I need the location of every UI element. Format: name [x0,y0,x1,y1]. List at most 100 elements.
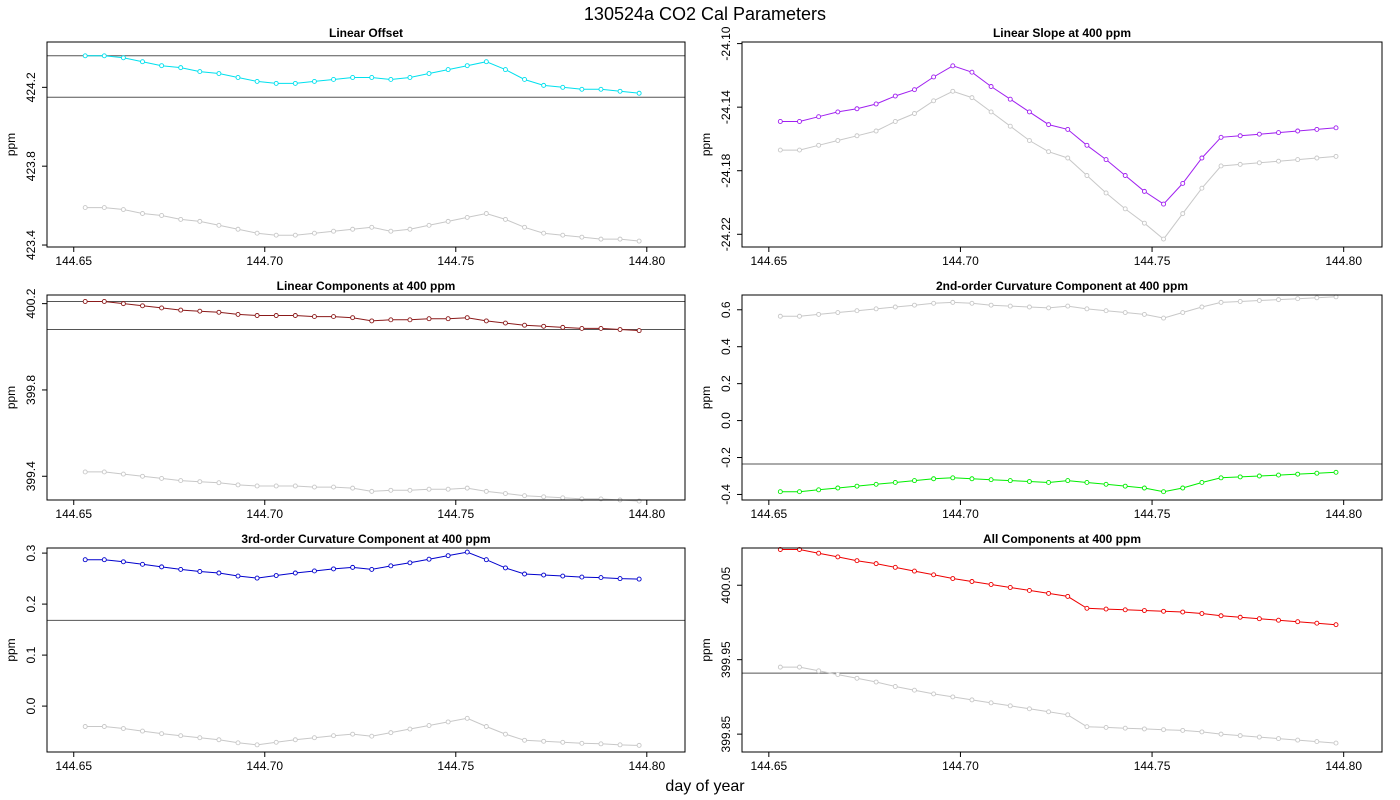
data-point [816,311,822,317]
data-point [873,561,879,567]
data-point [988,109,994,115]
data-point [445,719,451,725]
data-point [101,205,107,211]
data-point [892,93,898,99]
data-point [331,733,336,739]
data-point [1141,485,1147,491]
data-point [873,481,879,487]
y-axis-label: ppm [4,386,18,409]
data-point [369,733,375,739]
series-line-1 [780,549,1337,626]
data-point [1046,149,1052,155]
data-point [1256,616,1262,622]
data-point [1295,296,1301,302]
data-point [560,573,566,579]
data-point [331,228,336,234]
panel-title: Linear Components at 400 ppm [277,279,456,293]
data-point [1180,727,1186,733]
data-point [1256,160,1262,166]
data-point [598,325,604,331]
data-point [1046,305,1052,311]
data-point [931,572,937,578]
data-point [426,486,432,492]
data-point [369,488,375,494]
data-point [1084,480,1090,485]
data-point [988,700,994,706]
data-point [1046,709,1052,715]
y-tick-label: -0.2 [719,447,733,468]
series-line-1 [85,301,640,332]
data-point [1084,605,1090,611]
data-point [1026,706,1032,712]
data-point [854,675,860,681]
data-point [988,582,994,587]
x-tick-label: 144.65 [55,759,92,773]
data-point [617,576,623,582]
data-point [426,316,432,322]
data-point [483,318,489,324]
data-point [1026,479,1032,484]
data-point [254,742,260,748]
x-tick-label: 144.70 [942,759,979,773]
data-point [1199,185,1205,191]
data-point [1065,712,1071,718]
data-point [445,486,451,492]
data-point [617,327,623,332]
data-point [777,664,783,670]
data-point [235,75,241,80]
data-point [541,572,547,578]
data-point [598,741,604,747]
data-point [350,564,356,570]
data-point [522,322,527,328]
data-point [407,75,413,80]
data-point [1237,614,1243,620]
data-point [560,84,566,90]
data-point [1026,138,1032,143]
data-point [216,737,222,743]
x-tick-label: 144.65 [55,254,92,268]
y-tick-label: 423.4 [24,230,38,260]
series-line-2 [85,207,640,242]
figure-title: 130524a CO2 Cal Parameters [584,4,826,24]
data-point [311,568,317,574]
data-point [1218,475,1224,481]
data-point [1161,236,1167,242]
data-point [311,484,317,490]
data-point [483,557,489,563]
data-point [969,300,975,306]
data-point [1199,155,1205,161]
data-point [350,315,356,321]
data-point [1256,473,1262,479]
data-point [178,65,184,71]
data-point [1103,308,1109,314]
data-point [254,483,260,489]
data-point [1180,310,1186,315]
data-point [159,63,165,69]
data-point [892,684,898,689]
data-point [969,69,975,75]
y-tick-label: 424.2 [24,72,38,102]
data-point [1122,206,1128,212]
data-point [931,300,937,306]
data-point [502,67,508,73]
data-point [407,317,413,323]
data-point [950,299,956,305]
panel-6: All Components at 400 ppm ppm 144.65 144.70… [699,532,1383,773]
data-point [350,485,356,491]
y-tick-label: -0.4 [719,484,733,505]
data-point [1180,180,1186,186]
data-point [464,315,470,321]
y-tick-label: 400.05 [719,567,733,604]
data-point [502,731,508,737]
data-point [1026,587,1032,593]
data-point [159,564,165,570]
data-point [969,579,975,584]
data-point [273,739,279,745]
data-point [1276,158,1281,164]
data-point [854,483,860,489]
data-point [216,480,222,486]
data-point [407,560,413,566]
data-point [912,687,917,693]
y-tick-label: 0.2 [719,375,733,392]
x-tick-label: 144.75 [437,507,474,521]
